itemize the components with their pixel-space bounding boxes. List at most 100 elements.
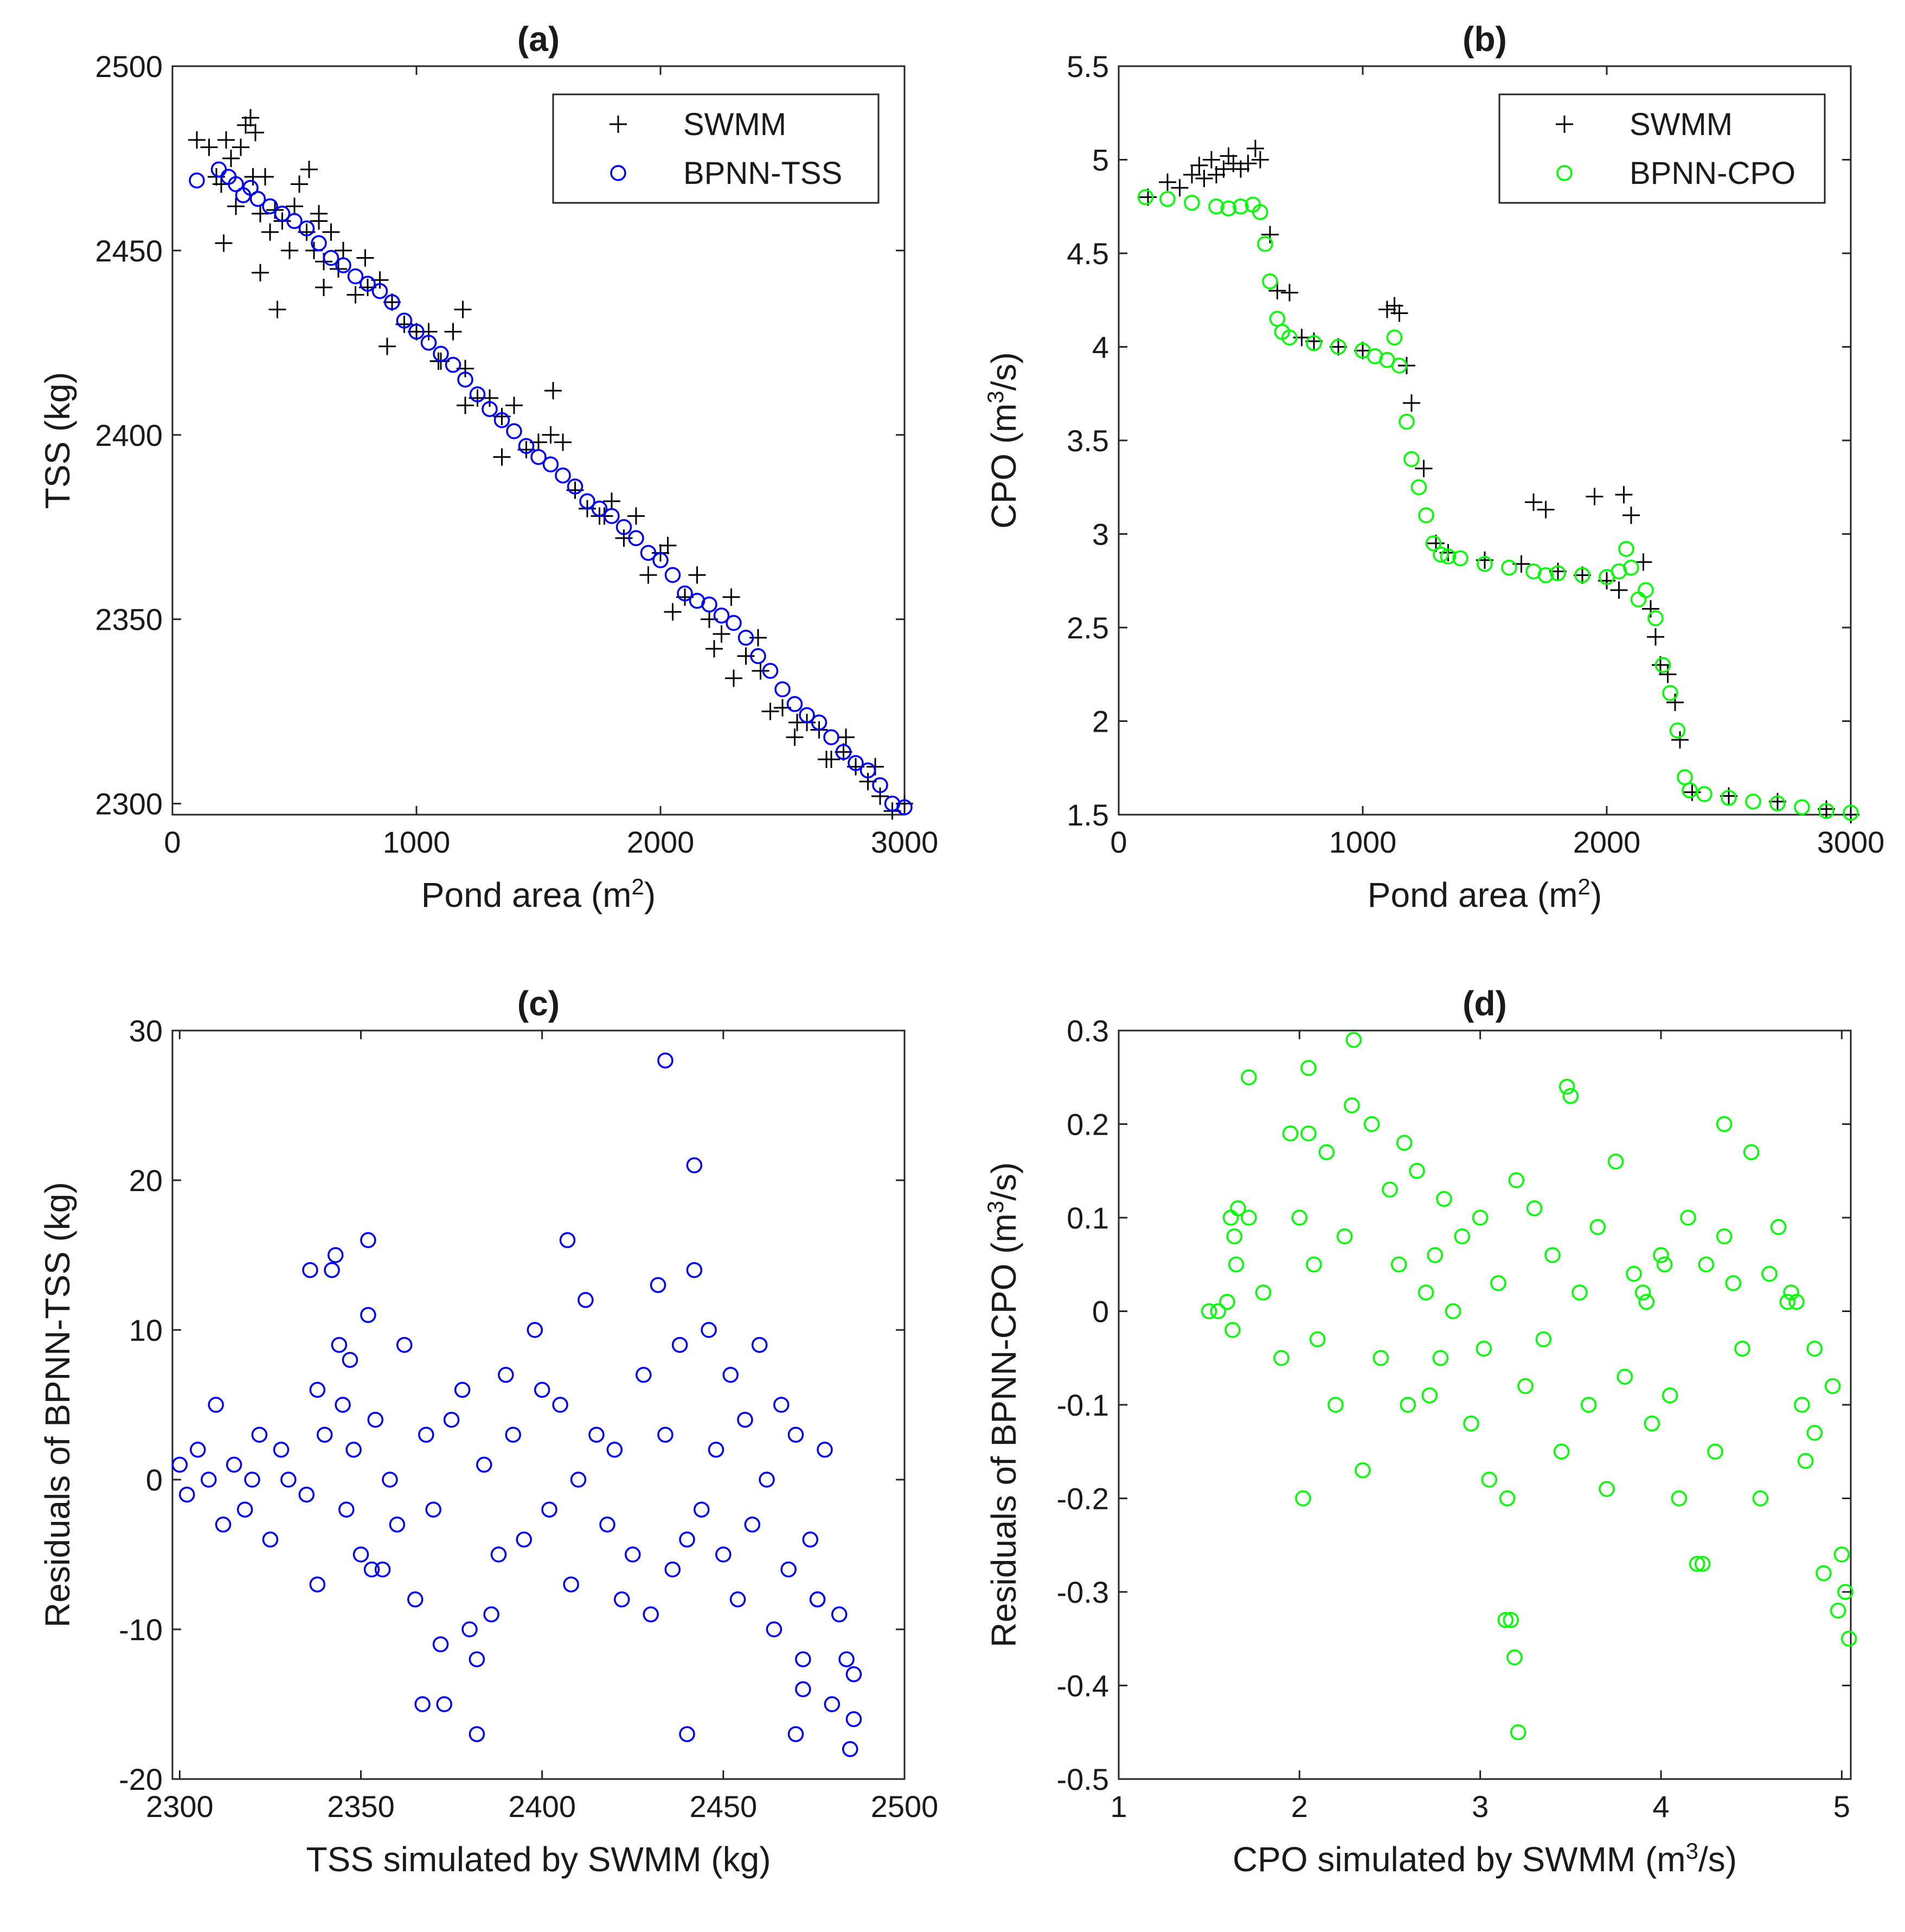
x-axis-label: Pond area (m2)	[421, 874, 656, 915]
data-point	[831, 1606, 848, 1623]
data-point	[1330, 338, 1347, 356]
data-point	[1499, 1490, 1516, 1507]
data-point	[1363, 1116, 1380, 1133]
data-point	[1390, 304, 1408, 322]
data-point	[363, 1561, 380, 1578]
series-bpnn-tss	[189, 161, 913, 816]
data-point	[1843, 804, 1859, 821]
x-tick-label: 1000	[1329, 825, 1397, 859]
data-point	[1806, 1340, 1823, 1357]
y-tick-label: 30	[129, 1014, 163, 1048]
data-point	[300, 161, 318, 178]
data-point	[1788, 1294, 1805, 1310]
data-point	[1783, 1284, 1799, 1301]
data-point	[542, 426, 560, 444]
data-point	[1671, 731, 1689, 749]
data-point	[835, 743, 852, 761]
y-tick-label: 10	[129, 1313, 163, 1347]
data-point	[555, 467, 571, 484]
data-point	[436, 1696, 452, 1712]
data-point	[799, 707, 815, 724]
data-point	[247, 124, 264, 142]
data-point	[701, 596, 717, 613]
data-point	[766, 1621, 782, 1637]
data-point	[189, 172, 205, 189]
data-point	[744, 1517, 761, 1533]
data-point	[408, 323, 425, 340]
data-point	[628, 530, 644, 546]
data-point	[414, 1696, 431, 1712]
data-point	[652, 552, 669, 568]
data-point	[171, 1456, 188, 1473]
data-point	[530, 449, 547, 465]
data-point	[286, 197, 303, 215]
data-point	[773, 1397, 790, 1413]
y-tick-label: 0.3	[1067, 1014, 1109, 1048]
data-point	[505, 396, 523, 414]
data-point	[298, 220, 315, 236]
data-point	[1396, 1135, 1413, 1151]
series-residuals	[171, 1052, 862, 1757]
data-point	[1794, 799, 1810, 815]
data-point	[384, 294, 400, 310]
y-tick-label: 20	[129, 1163, 163, 1198]
data-point	[659, 536, 677, 554]
panel-d: 1 2 3 4 5 -0.5 -0.4 -0.3 -0.2 -0.1 0 0.1 0.2 0.3 (d) CP…	[983, 984, 1857, 1879]
x-axis-label: TSS simulated by SWMM (kg)	[306, 1840, 771, 1879]
data-point	[1707, 1443, 1723, 1460]
data-point	[454, 300, 472, 318]
data-point	[579, 493, 595, 509]
data-point	[896, 799, 913, 816]
data-point	[268, 300, 286, 318]
data-point	[1698, 1256, 1715, 1272]
data-point	[664, 567, 681, 583]
data-point	[1833, 1546, 1850, 1563]
data-point	[444, 323, 462, 341]
data-point	[1816, 1565, 1832, 1582]
data-point	[1734, 1340, 1750, 1357]
data-point	[1671, 1490, 1688, 1507]
y-tick-label: 3	[1092, 517, 1109, 552]
y-tick-label: 0.1	[1067, 1201, 1109, 1235]
legend-box	[552, 93, 880, 204]
data-point	[407, 1591, 424, 1608]
data-point	[1440, 548, 1457, 565]
data-point	[1666, 694, 1684, 711]
data-point	[1779, 1294, 1796, 1310]
data-point	[809, 1591, 826, 1608]
data-point	[236, 1501, 253, 1518]
data-point	[604, 508, 620, 524]
data-point	[708, 1442, 724, 1458]
data-point	[1840, 1630, 1857, 1647]
data-point	[244, 168, 262, 185]
data-point	[1378, 300, 1396, 318]
data-point	[1306, 1256, 1322, 1272]
data-point	[360, 1232, 376, 1249]
data-point	[1716, 1228, 1733, 1245]
data-point	[252, 204, 269, 222]
data-point	[367, 1411, 384, 1428]
x-tick-label: 3000	[1817, 825, 1885, 859]
data-point	[835, 744, 852, 760]
data-point	[1318, 1144, 1335, 1160]
legend-label: SWMM	[683, 107, 786, 142]
data-point	[1403, 394, 1420, 412]
data-point	[1345, 1032, 1362, 1048]
data-point	[1171, 179, 1189, 197]
data-point	[1415, 459, 1433, 477]
data-point	[1647, 610, 1664, 626]
data-point	[432, 1636, 449, 1653]
data-point	[541, 1501, 557, 1518]
data-point	[1262, 273, 1278, 290]
data-point	[1506, 1649, 1523, 1666]
panel-b: 0 1000 2000 3000 1.5 2 2.5 3 3.5 4 4.5 5 5.5 (b) Pond …	[983, 20, 1885, 914]
data-point	[1638, 582, 1654, 598]
data-point	[838, 1651, 855, 1667]
data-point	[1208, 199, 1224, 215]
data-point	[1537, 501, 1555, 519]
data-point	[786, 696, 803, 712]
data-point	[1386, 297, 1403, 315]
data-point	[469, 386, 486, 402]
x-tick-label: 2	[1291, 1789, 1308, 1824]
data-point	[1558, 1078, 1575, 1095]
